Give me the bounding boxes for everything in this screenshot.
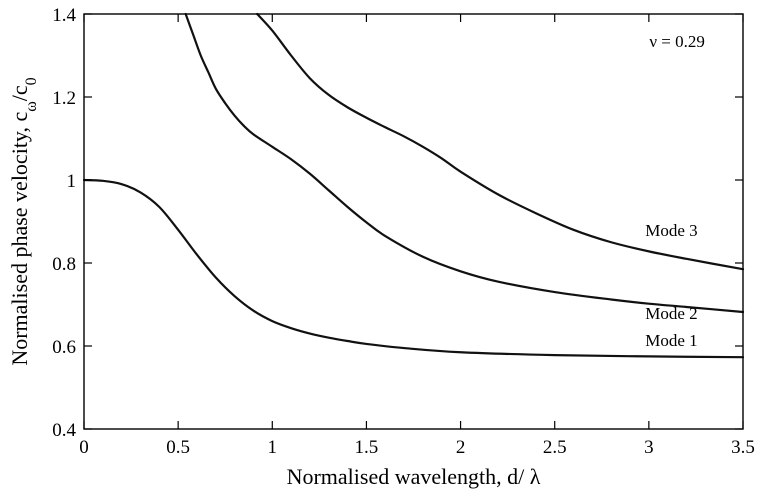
series-line-mode-2: [184, 12, 745, 314]
annotations-layer: ν = 0.29 Mode 3 Mode 2 Mode 1: [645, 32, 705, 350]
x-tick-label: 2.5: [543, 437, 567, 458]
annotation-mode-2: Mode 2: [645, 304, 697, 323]
y-tick-label: 0.6: [52, 337, 76, 358]
x-tick-label: 0: [79, 437, 89, 458]
x-axis-label: Normalised wavelength, d/ λ: [287, 464, 541, 489]
y-tick-label: 1: [67, 171, 77, 192]
y-tick-label: 1.2: [52, 88, 76, 109]
y-tick-label: 1.4: [52, 5, 76, 26]
x-tick-label: 1.5: [355, 437, 379, 458]
annotation-0-29: ν = 0.29: [649, 32, 705, 51]
x-tick-label: 3: [644, 437, 654, 458]
y-axis-label: Normalised phase velocity, cω/c0: [7, 77, 40, 365]
x-tick-label: 2: [456, 437, 466, 458]
annotation-mode-3: Mode 3: [645, 221, 697, 240]
x-tick-label: 1: [268, 437, 278, 458]
x-tick-label: 0.5: [166, 437, 190, 458]
plot-frame: [83, 13, 744, 430]
series-line-mode-3: [256, 12, 745, 271]
ticks-layer: 0 0.5 1 1.5 2 2.5 3 3.5 0.4 0.6 0.8 1 1.2 1.4: [52, 5, 755, 458]
annotation-mode-1: Mode 1: [645, 331, 697, 350]
x-tick-label: 3.5: [731, 437, 755, 458]
series-line-mode-1: [82, 178, 745, 359]
y-tick-label: 0.4: [52, 420, 76, 441]
curves-layer: [82, 12, 745, 359]
y-tick-label: 0.8: [52, 254, 76, 275]
